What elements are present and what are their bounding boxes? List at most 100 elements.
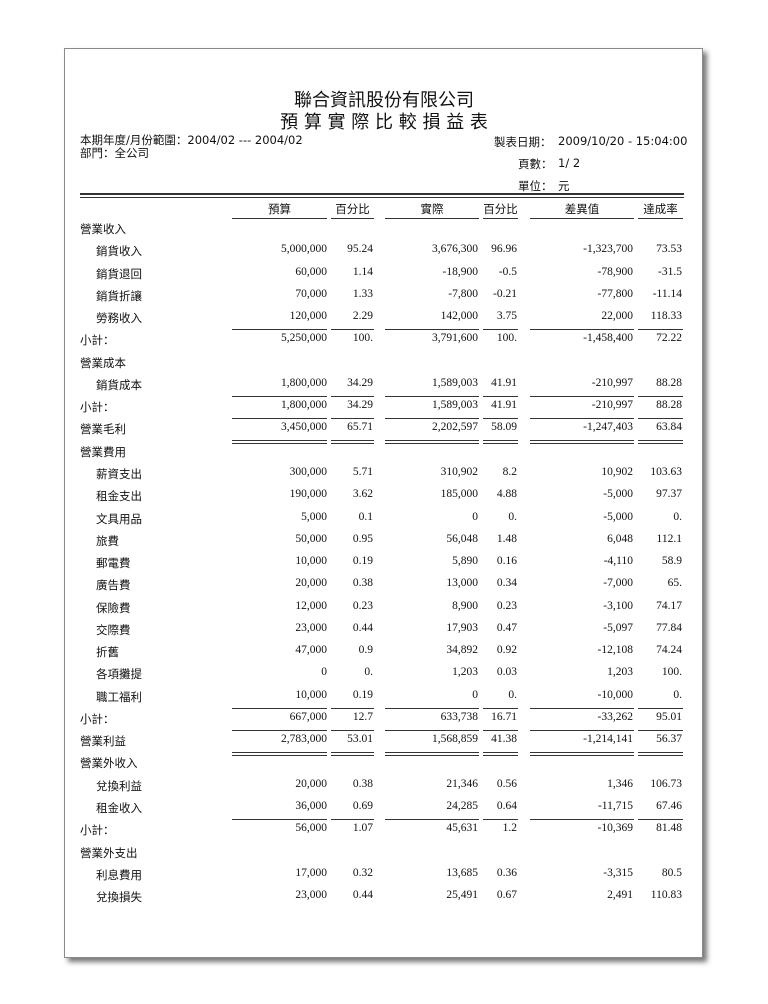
row-value-col-budget: 50,000 — [295, 533, 327, 545]
period-range: 本期年度/月份範圍：2004/02 --- 2004/02 — [80, 133, 303, 147]
row-value-col-budget: 56,000 — [295, 822, 327, 834]
column-header-rule — [530, 218, 634, 219]
row-label: 兌換利益 — [96, 779, 142, 793]
subtotal-rule — [331, 730, 374, 731]
row-value-col-actual-percent: 0. — [508, 689, 517, 701]
row-value-col-budget: 70,000 — [295, 288, 327, 300]
row-value-col-actual-percent: 1.2 — [502, 822, 517, 834]
subtotal-rule — [483, 819, 518, 820]
subtotal-rule — [385, 730, 479, 731]
subtotal-rule — [232, 819, 327, 820]
row-value-col-budget: 17,000 — [295, 867, 327, 879]
row-label: 小計： — [80, 823, 115, 837]
row-value-col-achievement-rate: 0. — [673, 511, 682, 523]
total-double-rule — [232, 440, 327, 441]
row-value-col-variance: -10,369 — [597, 822, 633, 834]
row-value-col-budget-percent: 0.38 — [352, 577, 373, 589]
row-value-col-budget: 36,000 — [295, 800, 327, 812]
row-label: 銷貨成本 — [96, 378, 142, 392]
row-value-col-budget: 120,000 — [289, 310, 327, 322]
row-value-col-variance: -5,097 — [603, 622, 633, 634]
subtotal-rule — [385, 396, 479, 397]
subtotal-rule — [331, 329, 374, 330]
row-value-col-actual-percent: -0.21 — [493, 288, 517, 300]
row-label: 郵電費 — [96, 556, 131, 570]
column-header-col-actual: 實際 — [420, 202, 444, 216]
row-value-col-budget: 2,783,000 — [281, 733, 327, 745]
row-value-col-budget-percent: 0.32 — [352, 867, 373, 879]
row-value-col-actual-percent: 0.16 — [496, 555, 517, 567]
row-value-col-achievement-rate: 65. — [667, 577, 682, 589]
total-double-rule — [530, 752, 634, 753]
row-value-col-actual-percent: 96.96 — [491, 243, 517, 255]
row-value-col-variance: -210,997 — [591, 377, 633, 389]
row-value-col-budget: 10,000 — [295, 555, 327, 567]
row-value-col-achievement-rate: 72.22 — [656, 332, 682, 344]
row-value-col-budget-percent: 34.29 — [347, 399, 373, 411]
total-double-rule — [530, 755, 634, 756]
row-value-col-achievement-rate: -11.14 — [652, 288, 682, 300]
row-label: 交際費 — [96, 623, 131, 637]
total-double-rule — [483, 443, 518, 444]
row-value-col-actual: 633,738 — [440, 711, 478, 723]
row-value-col-achievement-rate: 97.37 — [656, 488, 682, 500]
row-value-col-actual-percent: 1.48 — [496, 533, 517, 545]
row-label: 營業外收入 — [80, 756, 138, 770]
row-value-col-budget-percent: 0.19 — [352, 689, 373, 701]
subtotal-rule — [331, 819, 374, 820]
column-header-rule — [483, 218, 518, 219]
row-value-col-actual-percent: 58.09 — [491, 421, 517, 433]
report-page — [64, 48, 703, 958]
total-double-rule — [385, 755, 479, 756]
row-value-col-actual: 5,890 — [452, 555, 478, 567]
subtotal-rule — [530, 329, 634, 330]
row-label: 文具用品 — [96, 512, 142, 526]
row-value-col-variance: 10,902 — [601, 466, 633, 478]
row-value-col-achievement-rate: 106.73 — [650, 778, 682, 790]
total-double-rule — [638, 752, 683, 753]
subtotal-rule — [530, 418, 634, 419]
row-label: 銷貨收入 — [96, 244, 142, 258]
print-date-label: 製表日期： — [494, 135, 552, 149]
subtotal-rule — [483, 730, 518, 731]
row-label: 薪資支出 — [96, 467, 142, 481]
row-value-col-variance: 1,346 — [607, 778, 633, 790]
row-value-col-actual: 310,902 — [440, 466, 478, 478]
row-value-col-budget: 5,000 — [301, 511, 327, 523]
row-value-col-actual: 8,900 — [452, 600, 478, 612]
row-value-col-variance: 2,491 — [607, 889, 633, 901]
row-value-col-budget-percent: 5.71 — [352, 466, 373, 478]
row-value-col-achievement-rate: 77.84 — [656, 622, 682, 634]
subtotal-rule — [232, 329, 327, 330]
row-value-col-actual: 1,203 — [452, 666, 478, 678]
row-value-col-budget: 667,000 — [289, 711, 327, 723]
row-value-col-actual-percent: 41.91 — [491, 377, 517, 389]
total-double-rule — [483, 440, 518, 441]
row-value-col-actual-percent: 0.67 — [496, 889, 517, 901]
subtotal-rule — [530, 708, 634, 709]
row-value-col-actual: 2,202,597 — [432, 421, 478, 433]
total-double-rule — [530, 443, 634, 444]
row-value-col-actual: 142,000 — [440, 310, 478, 322]
column-header-rule — [638, 218, 683, 219]
row-label: 營業毛利 — [80, 422, 126, 436]
row-value-col-actual: 3,676,300 — [432, 243, 478, 255]
row-value-col-budget-percent: 3.62 — [352, 488, 373, 500]
row-value-col-achievement-rate: 81.48 — [656, 822, 682, 834]
total-double-rule — [385, 752, 479, 753]
subtotal-rule — [483, 418, 518, 419]
row-value-col-budget-percent: 2.29 — [352, 310, 373, 322]
row-value-col-actual-percent: 0.56 — [496, 778, 517, 790]
row-label: 旅費 — [96, 534, 119, 548]
page-number-label: 頁數： — [518, 157, 553, 171]
row-value-col-budget: 1,800,000 — [281, 377, 327, 389]
row-value-col-budget: 23,000 — [295, 889, 327, 901]
row-value-col-budget-percent: 65.71 — [347, 421, 373, 433]
row-value-col-budget: 23,000 — [295, 622, 327, 634]
row-label: 小計： — [80, 712, 115, 726]
row-value-col-achievement-rate: 103.63 — [650, 466, 682, 478]
row-value-col-achievement-rate: 73.53 — [656, 243, 682, 255]
row-value-col-budget-percent: 1.33 — [352, 288, 373, 300]
row-value-col-budget-percent: 12.7 — [352, 711, 373, 723]
row-value-col-achievement-rate: 95.01 — [656, 711, 682, 723]
